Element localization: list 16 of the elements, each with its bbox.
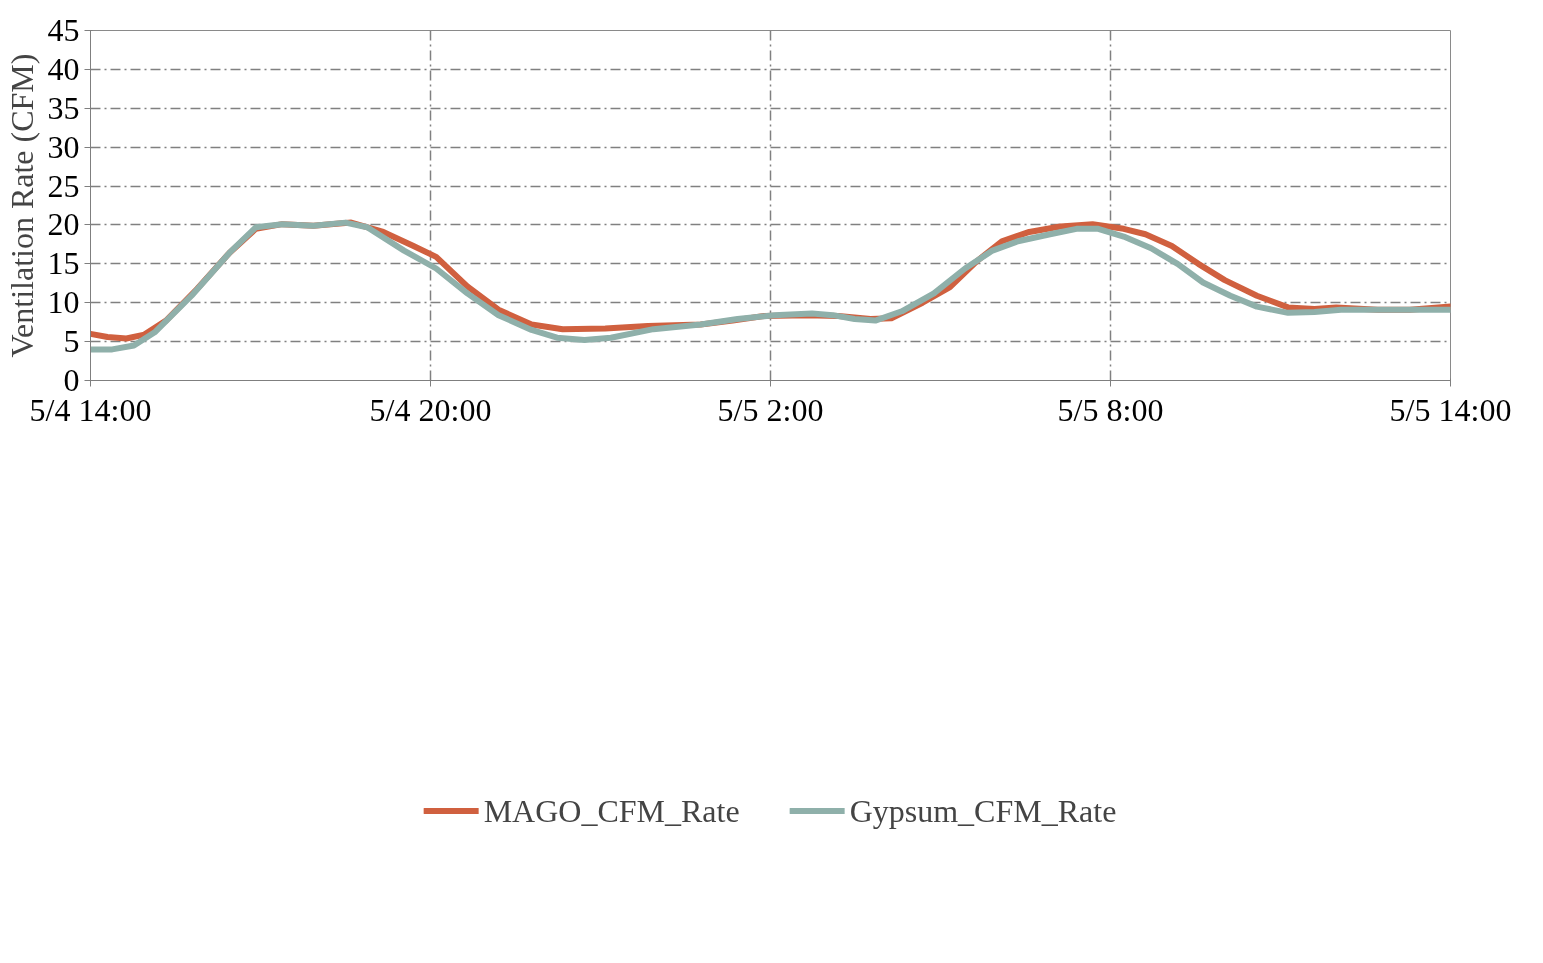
x-tick-label: 5/5 14:00 <box>1389 391 1512 428</box>
y-tick-label: 10 <box>47 284 80 321</box>
y-tick-label: 35 <box>47 89 80 126</box>
y-tick-label: 25 <box>47 167 80 204</box>
y-tick-label: 20 <box>47 206 80 243</box>
x-tick-label: 5/5 2:00 <box>717 391 824 428</box>
x-tick-label: 5/4 20:00 <box>369 391 492 428</box>
legend-label: MAGO_CFM_Rate <box>483 792 740 830</box>
y-tick-label: 45 <box>47 12 80 48</box>
y-tick-label: 40 <box>47 50 80 87</box>
y-axis-title: Ventilation Rate (CFM) <box>3 53 40 358</box>
y-tick-label: 5 <box>63 323 80 360</box>
x-tick-label: 5/5 8:00 <box>1057 391 1164 428</box>
y-tick-label: 15 <box>47 245 80 282</box>
legend-label: Gypsum_CFM_Rate <box>849 792 1117 830</box>
y-tick-label: 30 <box>47 128 80 165</box>
